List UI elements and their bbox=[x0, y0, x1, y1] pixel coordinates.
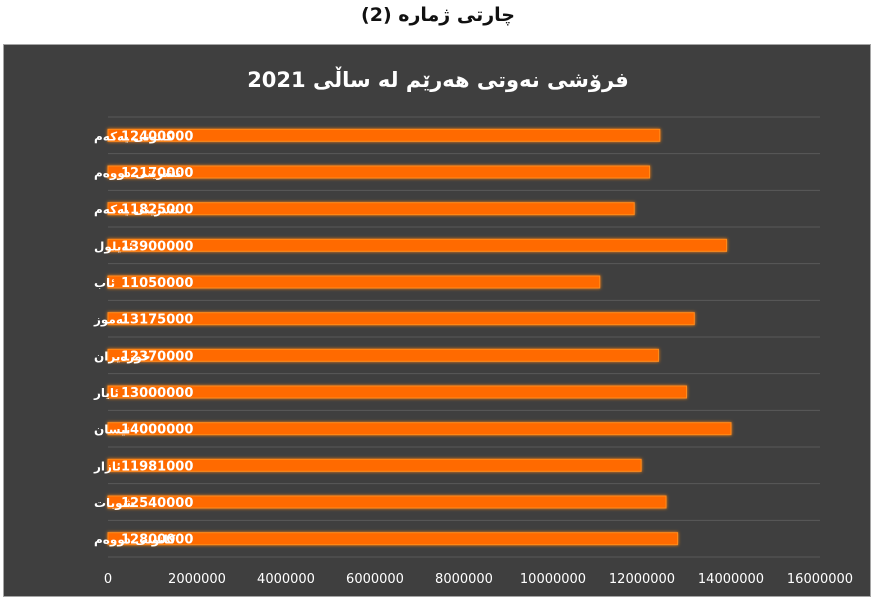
category-label: تشرینی دووەم bbox=[94, 166, 181, 181]
data-label: 13175000 bbox=[121, 313, 193, 328]
data-label: 12170000 bbox=[121, 166, 193, 181]
category-label: تەموز bbox=[93, 313, 128, 328]
bar bbox=[107, 422, 732, 436]
data-label: 13000000 bbox=[121, 386, 193, 401]
data-label: 12370000 bbox=[121, 349, 193, 364]
bar bbox=[107, 495, 667, 509]
category-label: ئەیلول bbox=[94, 239, 133, 254]
bar-chart: فرۆشی نەوتی هەرێم لە ساڵی 2021 124000001… bbox=[93, 66, 853, 587]
data-label: 12540000 bbox=[121, 496, 193, 511]
x-tick-label: 6000000 bbox=[346, 572, 404, 587]
data-label: 11825000 bbox=[121, 203, 193, 218]
bar bbox=[107, 348, 659, 362]
bar bbox=[107, 532, 679, 546]
x-tick-label: 0 bbox=[104, 572, 112, 587]
x-tick-label: 8000000 bbox=[435, 572, 493, 587]
x-tick-label: 2000000 bbox=[168, 572, 226, 587]
bar bbox=[107, 385, 687, 399]
category-label: شوبات bbox=[94, 496, 134, 511]
category-label: حوزەیران bbox=[94, 349, 151, 364]
bars: 12400000 12170000 11825000 13900000 11050000… bbox=[107, 128, 732, 548]
bar bbox=[107, 202, 635, 216]
x-axis-tick-labels: 0 2000000 4000000 6000000 8000000 10000000 120… bbox=[104, 572, 853, 587]
x-tick-label: 4000000 bbox=[257, 572, 315, 587]
category-label: ئایار bbox=[93, 386, 119, 400]
category-label: ئاب bbox=[94, 276, 115, 290]
bar bbox=[107, 128, 661, 142]
category-label: نیسان bbox=[94, 423, 130, 437]
category-labels: کانونی یەکەم تشرینی دووەم تشرینی یەکەم ئەیل… bbox=[93, 129, 181, 547]
data-label: 13900000 bbox=[121, 239, 193, 254]
data-label: 12400000 bbox=[121, 129, 193, 144]
bar bbox=[107, 165, 651, 179]
page-heading: چارتی ژمارە (2) bbox=[361, 4, 515, 26]
data-label: 11981000 bbox=[121, 459, 193, 474]
category-label: کانونی یەکەم bbox=[94, 129, 173, 144]
chart-title: فرۆشی نەوتی هەرێم لە ساڵی 2021 bbox=[247, 66, 629, 92]
grid-lines bbox=[108, 116, 820, 558]
x-tick-label: 14000000 bbox=[698, 572, 764, 587]
chart-area: فرۆشی نەوتی هەرێم لە ساڵی 2021 12400000 1… bbox=[3, 44, 871, 597]
bar bbox=[107, 275, 601, 289]
bar bbox=[107, 238, 728, 252]
x-tick-label: 16000000 bbox=[787, 572, 853, 587]
data-label: 12800000 bbox=[121, 533, 193, 548]
bar bbox=[107, 312, 695, 326]
bar bbox=[107, 458, 642, 472]
x-tick-label: 12000000 bbox=[609, 572, 675, 587]
category-label: ئازار bbox=[93, 459, 121, 473]
x-tick-label: 10000000 bbox=[520, 572, 586, 587]
category-label: کانونی دووەم bbox=[94, 533, 175, 548]
data-label: 14000000 bbox=[121, 423, 193, 438]
category-label: تشرینی یەکەم bbox=[94, 203, 179, 218]
data-label: 11050000 bbox=[121, 276, 193, 291]
